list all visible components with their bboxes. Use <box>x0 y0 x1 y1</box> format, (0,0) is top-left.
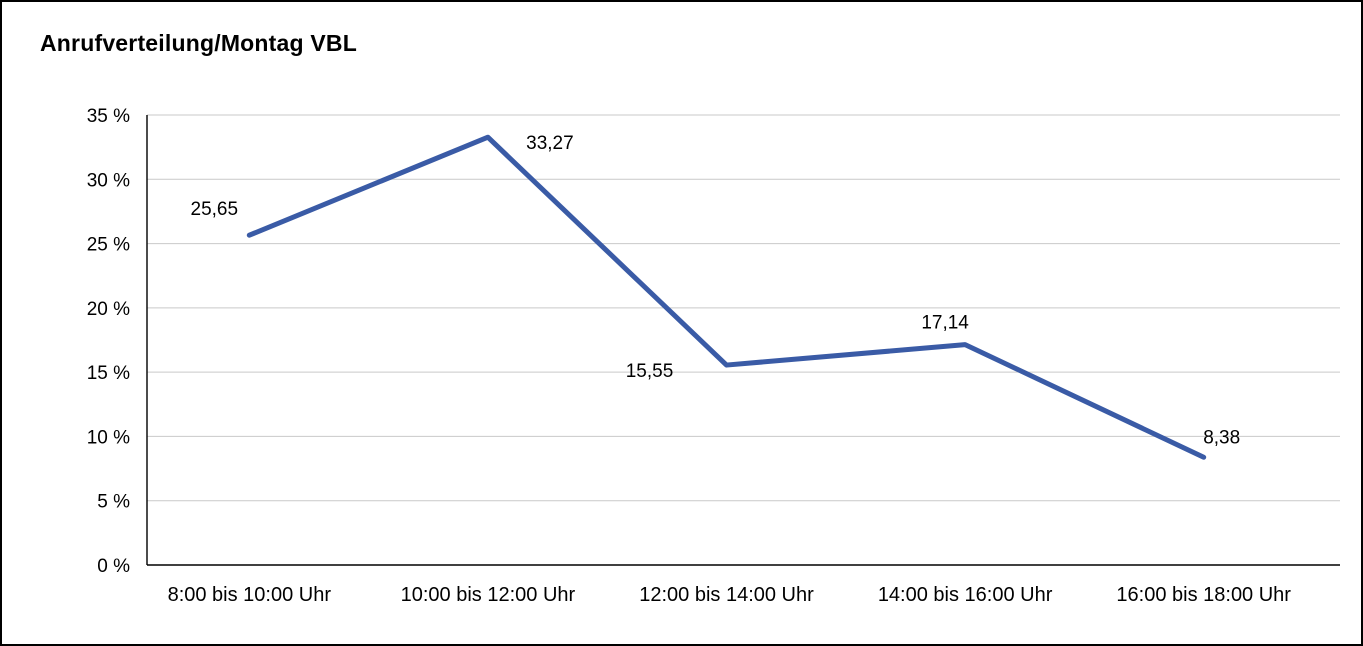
data-point-label: 8,38 <box>1203 427 1240 448</box>
data-point-label: 15,55 <box>626 361 674 382</box>
x-axis-category-label: 12:00 bis 14:00 Uhr <box>639 584 814 606</box>
y-axis-tick-label: 25 % <box>87 235 130 256</box>
y-axis-tick-label: 35 % <box>87 106 130 127</box>
y-axis-tick-label: 5 % <box>97 492 130 513</box>
x-axis-category-label: 8:00 bis 10:00 Uhr <box>168 584 332 606</box>
y-axis-tick-label: 20 % <box>87 299 130 320</box>
x-axis-category-label: 14:00 bis 16:00 Uhr <box>878 584 1053 606</box>
x-axis-category-label: 10:00 bis 12:00 Uhr <box>401 584 576 606</box>
series-line <box>246 134 1207 460</box>
chart-title: Anrufverteilung/Montag VBL <box>40 30 357 56</box>
y-axis-tick-label: 10 % <box>87 427 130 448</box>
y-axis-tick-label: 30 % <box>87 170 130 191</box>
data-point-label: 33,27 <box>526 133 574 154</box>
y-axis-tick-label: 15 % <box>87 363 130 384</box>
data-point-label: 25,65 <box>191 199 239 220</box>
data-point-label: 17,14 <box>921 313 969 334</box>
y-axis-tick-label: 0 % <box>97 556 130 577</box>
x-axis-category-label: 16:00 bis 18:00 Uhr <box>1116 584 1291 606</box>
